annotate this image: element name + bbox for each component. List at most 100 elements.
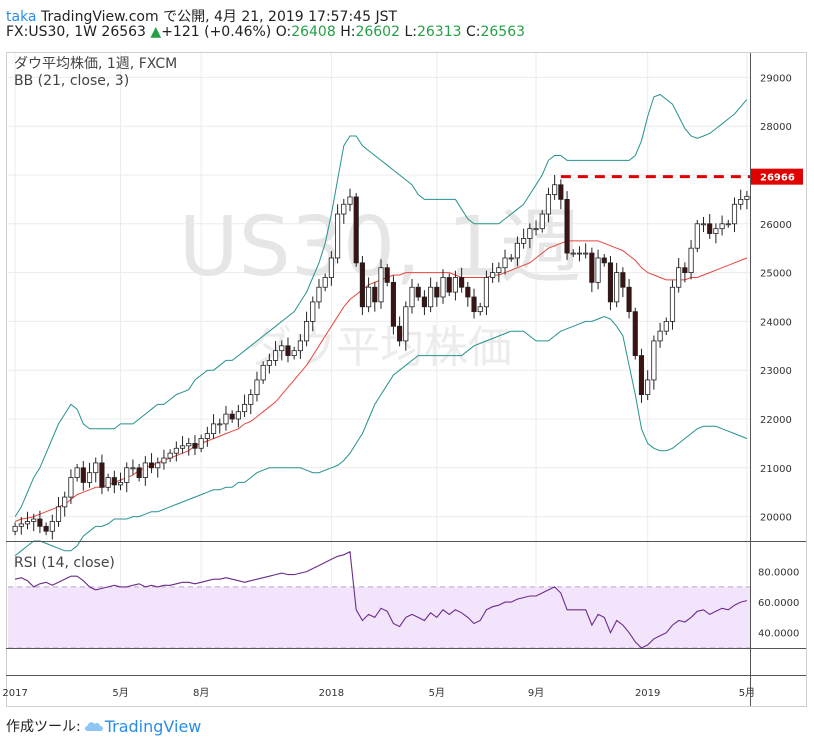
candle [142,456,148,486]
time-tick-label: 8月 [193,687,209,699]
candle-body [440,277,446,298]
candle [508,254,514,262]
candle [347,188,353,212]
candle-body [725,223,731,226]
candle [403,301,409,351]
candle [80,460,86,491]
candle [49,514,55,540]
candle-body [210,423,217,435]
candle-body [514,242,521,259]
candle [229,410,235,423]
candle-body [241,403,248,413]
candle-body [229,413,235,420]
close-label: C: [465,24,481,40]
price-tick-label: 24000 [760,317,792,328]
candle-body [12,525,18,532]
candle [378,259,384,309]
candle-body [502,257,508,269]
price-tick-label: 26000 [760,220,792,231]
candle [452,270,458,301]
candle-body [676,267,682,288]
candle [409,278,415,314]
candle-body [347,196,353,205]
candle [62,491,68,517]
candle [465,281,471,307]
candle-body [508,257,514,260]
candle [310,296,316,332]
candle-body [186,442,192,447]
candle [316,278,322,309]
candle-body [626,286,632,313]
candle [614,262,620,308]
candle-body [310,301,316,322]
candle [86,462,93,488]
candle [136,463,142,482]
candle-body [428,286,434,308]
candle-body [136,467,142,478]
candle-body [217,423,223,426]
candle [304,311,310,347]
candle-body [694,223,700,249]
candle [155,457,161,478]
candle-body [366,286,372,308]
candle-body [688,247,694,273]
candle-body [31,518,37,522]
candle-body [421,296,427,308]
candle [651,335,657,390]
symbol-line: FX:US30, 1W 26563 ▲+121 (+0.46%) O:26408… [6,24,525,40]
author-name[interactable]: taka [6,9,37,25]
candle-body [335,213,341,259]
candle-body [657,330,663,342]
candle [241,394,248,418]
candle-body [409,286,415,308]
candle-body [663,320,669,332]
candle-body [99,462,105,488]
candle-body [161,457,167,464]
candle [632,307,638,360]
candle [719,215,725,236]
candle [366,277,372,313]
candle [552,175,558,200]
candle [37,510,43,534]
symbol-name[interactable]: FX:US30, 1W [6,24,97,40]
candle [434,281,440,307]
high-value: 26602 [355,24,400,40]
price-change: +121 (+0.46%) [161,24,272,40]
candle-body [74,467,80,478]
rsi-pane-title: RSI (14, close) [14,555,115,571]
candle-body [527,228,533,239]
candle [688,239,694,280]
candle [601,254,607,267]
candle-body [93,462,99,474]
rsi-line [14,550,748,649]
candle [322,273,328,292]
candle [124,462,130,493]
candle [186,438,192,456]
candle-body [192,442,198,449]
candle [663,317,669,336]
candle [490,262,496,283]
candle [626,278,632,319]
candle-body [273,350,279,361]
candle [428,277,434,313]
candle-body [607,262,614,303]
candle [24,511,31,530]
tradingview-logo[interactable]: TradingView [83,717,201,736]
candle [502,249,508,275]
candle-body [341,203,347,215]
candle-body [291,350,297,356]
candle [713,223,719,244]
candle [583,243,589,259]
candle-body [632,311,638,356]
candle [564,191,570,260]
candle-body [111,477,117,486]
candle-body [223,413,229,425]
candle-body [669,286,676,322]
bb-indicator-label: BB (21, close, 3) [14,73,129,89]
candle-body [576,252,583,255]
candle [223,405,229,431]
candle-body [105,477,111,488]
candle [12,522,18,536]
candle [589,247,595,293]
